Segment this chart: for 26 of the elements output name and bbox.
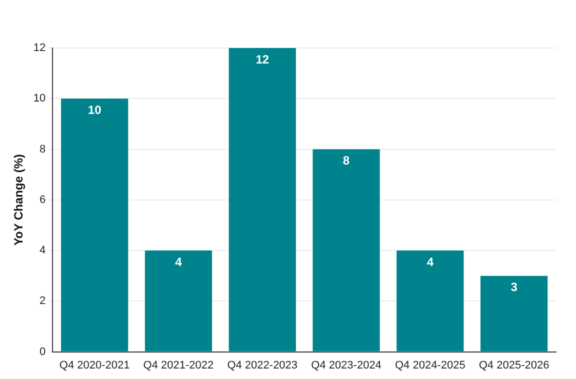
data-label: 4 (175, 254, 182, 269)
data-label: 10 (88, 102, 102, 117)
x-tick-label: Q4 2025-2026 (478, 359, 550, 372)
y-tick-label: 6 (40, 194, 46, 206)
x-tick-label: Q4 2023-2024 (311, 359, 382, 372)
x-tick-label: Q4 2022-2023 (227, 359, 298, 372)
data-label: 4 (426, 254, 434, 269)
bar (396, 250, 464, 352)
y-tick-label: 10 (33, 92, 46, 105)
y-tick-label: 4 (40, 244, 46, 257)
bar (228, 48, 296, 352)
data-label: 12 (256, 52, 270, 66)
x-tick-label: Q4 2024-2025 (394, 359, 466, 372)
y-tick-label: 12 (33, 42, 46, 54)
bar (312, 149, 380, 352)
x-tick-label: Q4 2021-2022 (143, 359, 214, 372)
x-tick-label: Q4 2020-2021 (59, 359, 130, 372)
bar (144, 250, 212, 352)
y-tick-label: 2 (40, 295, 46, 308)
data-label: 3 (510, 280, 518, 294)
y-tick-label: 0 (40, 346, 46, 358)
bar (61, 98, 128, 352)
data-label: 8 (342, 154, 350, 168)
bar (480, 276, 548, 352)
y-axis-title: YoY Change (%) (12, 154, 26, 246)
y-tick-label: 8 (40, 143, 46, 156)
